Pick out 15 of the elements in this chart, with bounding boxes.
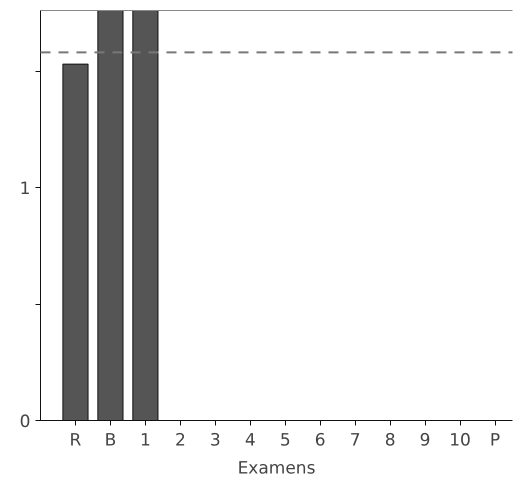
x-tick-label: 5 [280, 430, 291, 450]
x-tick-label: B [104, 430, 116, 450]
x-tick-label: 8 [384, 430, 396, 450]
y-tick-label: 0 [20, 412, 31, 432]
x-tick-label: R [70, 430, 82, 450]
x-tick-label: 1 [140, 430, 151, 450]
x-tick-label: P [490, 430, 500, 450]
x-axis-title: Examens [238, 458, 316, 478]
x-tick-label: 4 [244, 430, 256, 450]
x-tick-label: 7 [350, 430, 361, 450]
x-tick-label: 3 [210, 430, 221, 450]
x-tick-label: 9 [420, 430, 431, 450]
x-tick-label: 2 [174, 430, 186, 450]
x-tick-label: 10 [449, 430, 471, 450]
x-tick-label: 6 [314, 430, 326, 450]
